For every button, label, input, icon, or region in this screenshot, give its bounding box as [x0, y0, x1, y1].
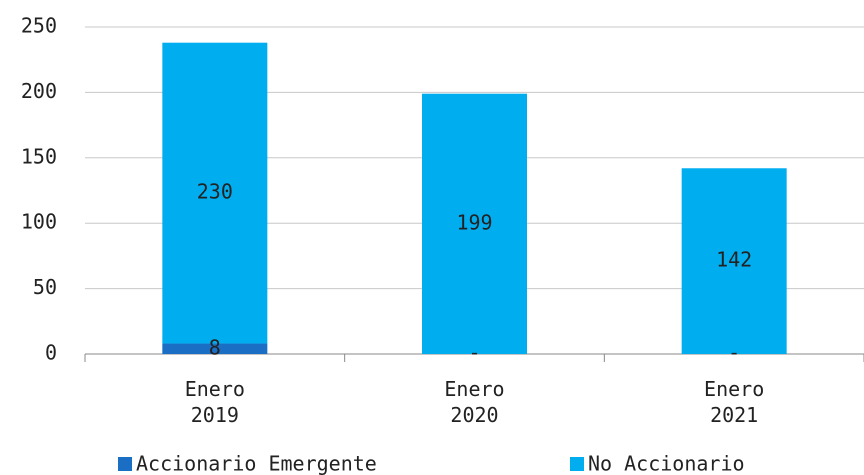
bar-segment — [422, 93, 527, 354]
data-label: - — [468, 341, 480, 365]
y-tick-label: 50 — [33, 275, 57, 299]
data-label: 230 — [197, 180, 233, 204]
data-label: - — [728, 341, 740, 365]
y-tick-label: 0 — [45, 341, 57, 365]
x-tick-label: Enero 2020 — [444, 377, 505, 427]
legend-label: Accionario Emergente — [136, 452, 377, 475]
y-tick-label: 100 — [21, 210, 57, 234]
legend-label: No Accionario — [588, 452, 745, 475]
x-tick-label: Enero 2019 — [184, 377, 245, 427]
data-label: 199 — [456, 210, 492, 234]
y-tick-label: 200 — [21, 79, 57, 103]
legend-swatch — [570, 457, 584, 471]
bar-segment — [681, 168, 787, 354]
bar-segment — [162, 42, 268, 344]
y-tick-label: 250 — [21, 14, 57, 38]
x-tick-label: Enero 2021 — [704, 377, 765, 427]
data-label: 8 — [209, 335, 221, 359]
data-label: 142 — [716, 248, 752, 272]
bar-segment — [162, 343, 268, 354]
legend-swatch — [118, 457, 132, 471]
y-tick-label: 150 — [21, 144, 57, 168]
